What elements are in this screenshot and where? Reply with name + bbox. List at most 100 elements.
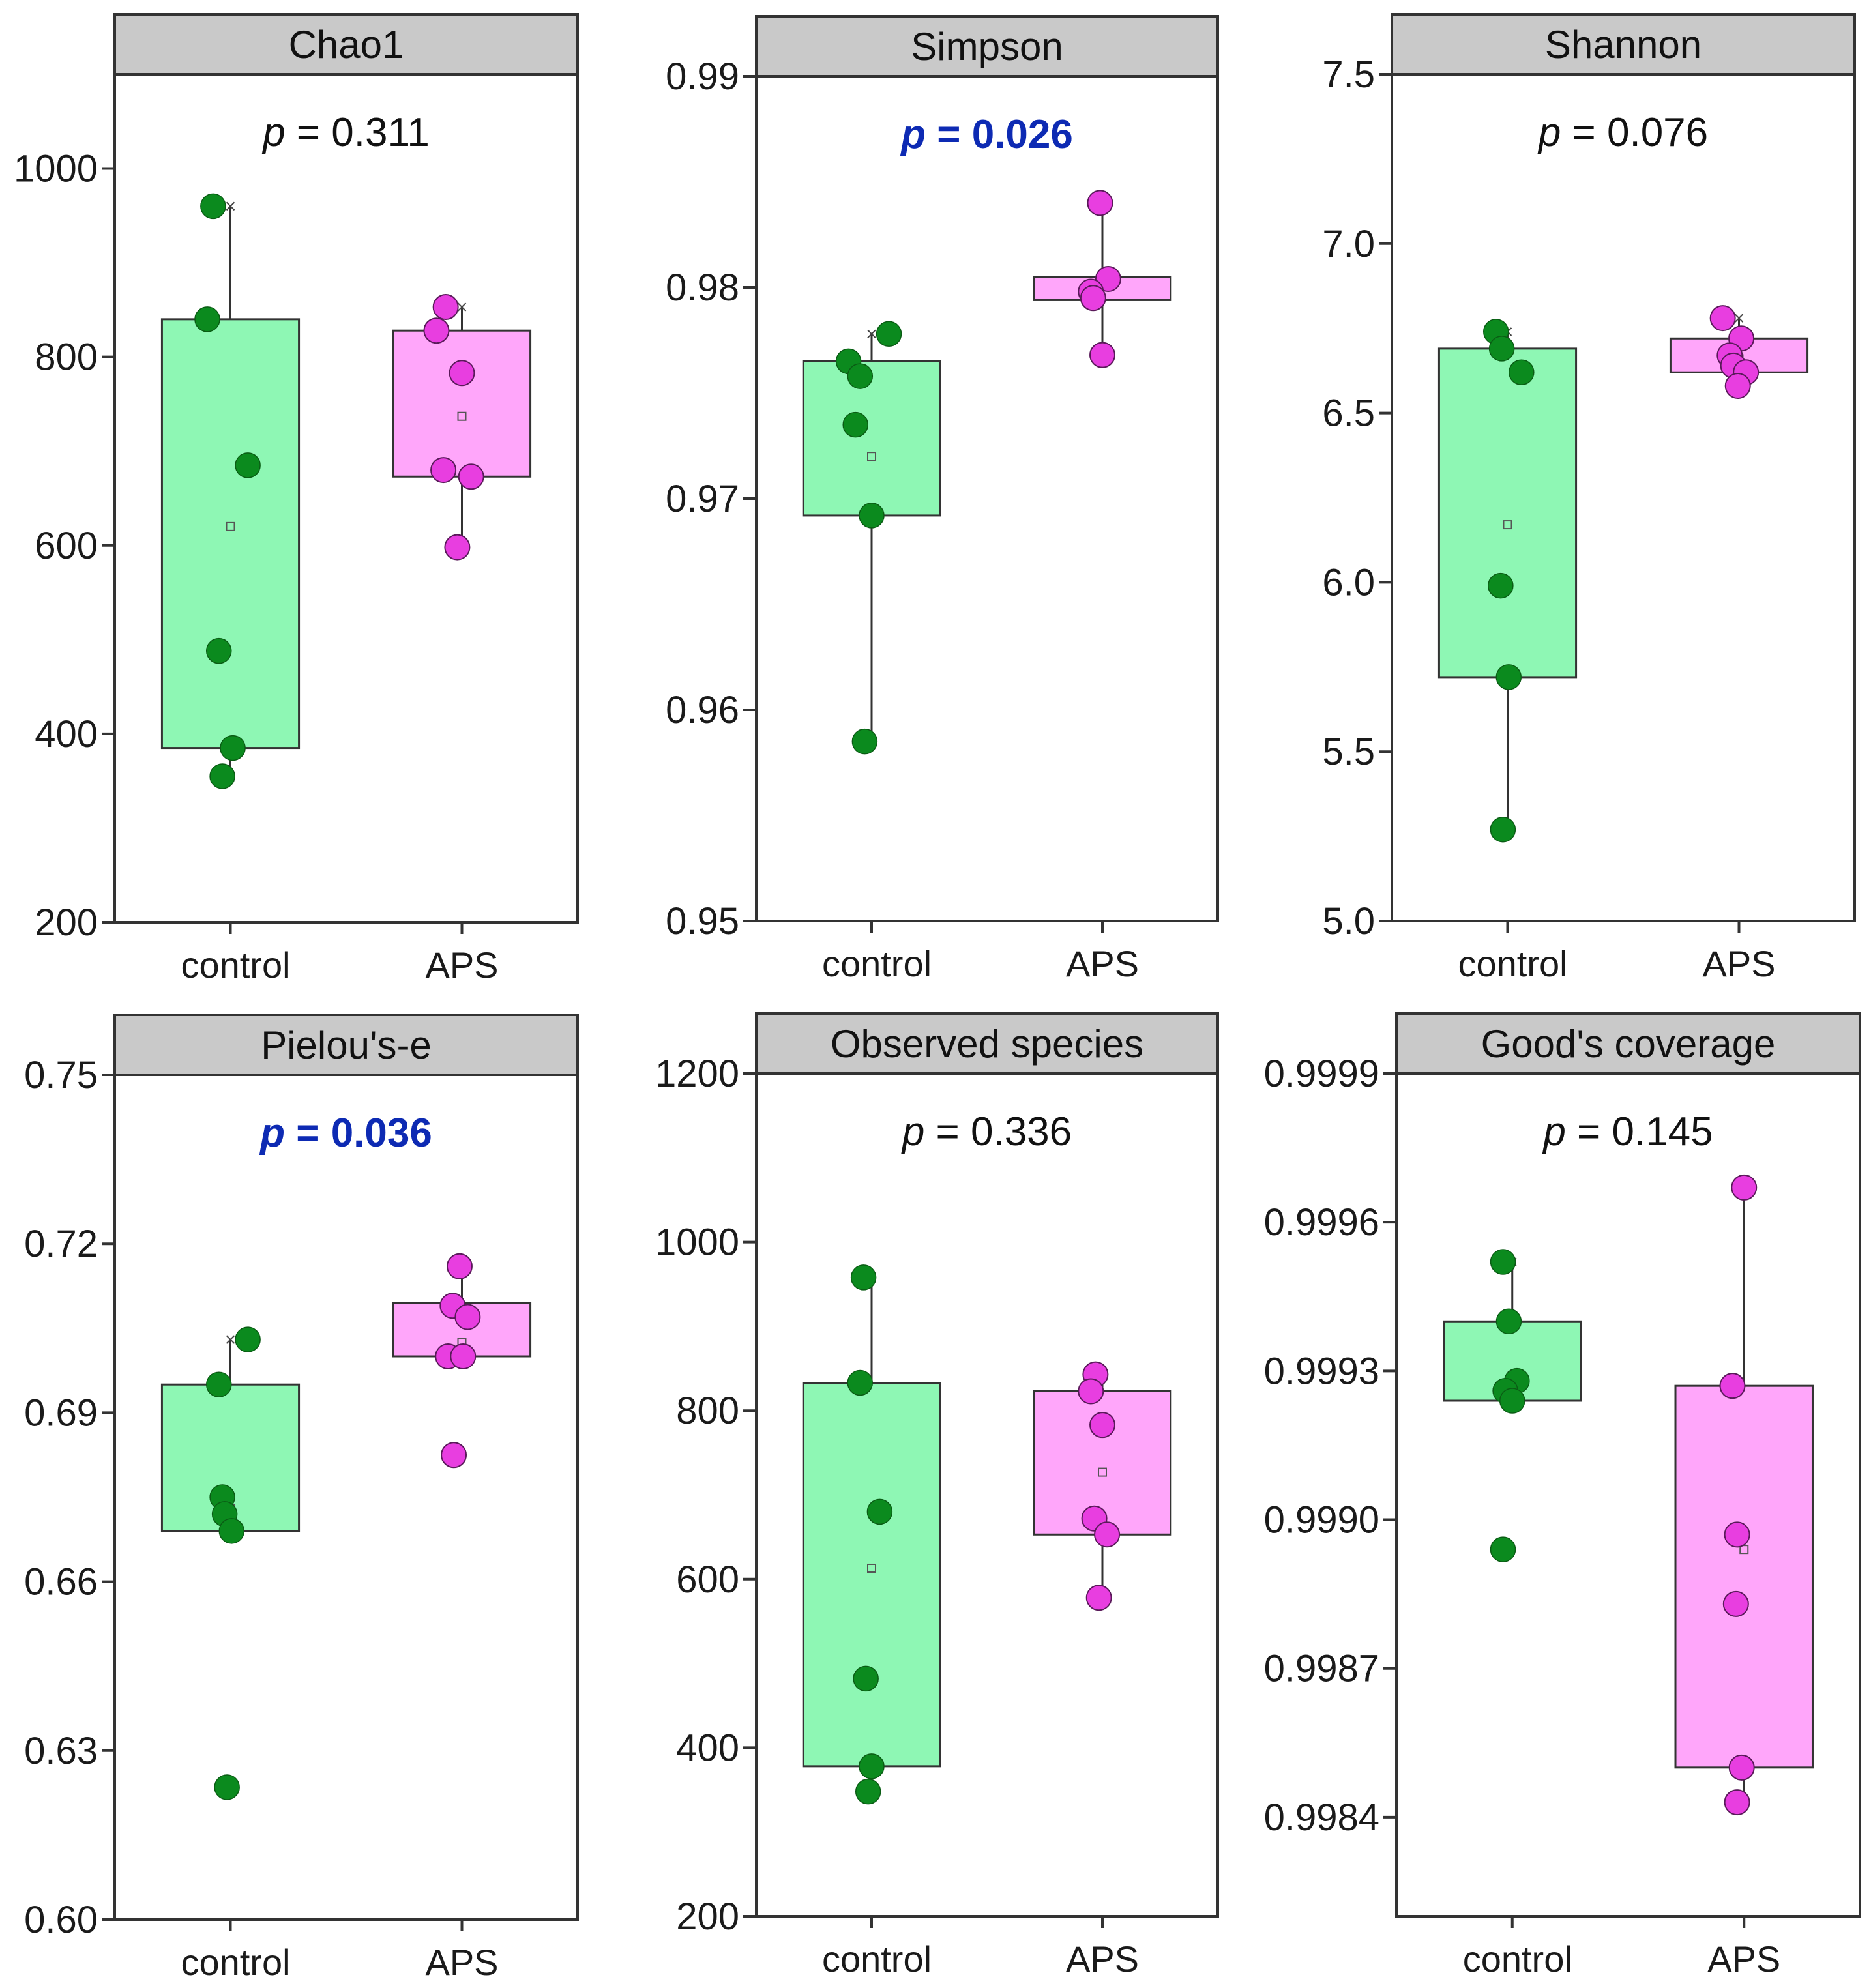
data-point-control [859, 503, 885, 529]
y-tick-label: 0.9987 [1264, 1648, 1379, 1690]
data-point-aps [1719, 1373, 1746, 1399]
data-point-aps [450, 1343, 477, 1369]
mean-marker-control [867, 452, 876, 461]
p-symbol: p [259, 1111, 285, 1156]
box-aps [392, 329, 532, 478]
data-point-aps [1724, 1521, 1750, 1548]
data-point-control [1509, 359, 1535, 385]
data-point-control [851, 728, 878, 755]
panel-title-bar [113, 1014, 579, 1076]
p-symbol: p [1542, 1109, 1565, 1154]
data-point-control [209, 763, 235, 789]
panel-shannon: Shannon p = 0.076 5.0 5.5 6.0 6.5 7.0 7.5 contro… [1322, 13, 1856, 984]
panel-title: Good's coverage [1481, 1022, 1776, 1066]
data-point-aps [1089, 342, 1115, 368]
panel-title: Chao1 [289, 23, 404, 66]
x-category-label-control: control [1463, 1938, 1572, 1980]
y-tick-label: 0.98 [666, 267, 739, 309]
p-value-text: = 0.336 [924, 1109, 1072, 1154]
y-tick-label: 1200 [655, 1053, 739, 1095]
data-point-control [847, 363, 874, 389]
data-point-control [235, 452, 261, 478]
data-point-aps [454, 1304, 481, 1330]
data-point-control [218, 1518, 245, 1544]
box-control [160, 318, 301, 750]
x-category-label-control: control [181, 1942, 290, 1983]
panel-chao1: Chao1 p = 0.311 200 400 600 800 1000 control APS [14, 13, 579, 986]
x-category-label-control: control [181, 944, 290, 986]
data-point-aps [1728, 1754, 1755, 1781]
x-category-label-control: control [1458, 943, 1567, 984]
box-control [1437, 347, 1578, 679]
p-symbol: p [901, 1109, 924, 1154]
p-value-label: p = 0.036 [259, 1111, 432, 1156]
box-aps [1674, 1384, 1814, 1769]
data-point-aps [1087, 190, 1113, 216]
panel-title: Pielou's-e [261, 1023, 432, 1067]
y-tick-label: 0.9996 [1264, 1201, 1379, 1244]
box-control [802, 360, 941, 517]
p-value-text: = 0.145 [1566, 1109, 1713, 1154]
data-point-control [1495, 1308, 1522, 1335]
mean-marker-control [226, 521, 235, 531]
x-category-label-control: control [822, 1938, 932, 1980]
panel-pielou: Pielou's-e p = 0.036 0.60 0.63 0.66 0.69 0.72 0… [24, 1014, 579, 1983]
y-tick-label: 0.69 [24, 1392, 98, 1434]
y-tick-label: 0.99 [666, 55, 739, 98]
p-value-label: p = 0.311 [261, 110, 430, 155]
data-point-control [206, 637, 232, 664]
data-point-aps [441, 1442, 467, 1469]
data-point-control [1490, 1536, 1516, 1562]
panel-title: Shannon [1545, 23, 1702, 66]
data-point-aps [1709, 305, 1736, 332]
panel-goods-coverage: Good's coverage p = 0.145 0.9984 0.9987 0.99… [1264, 1012, 1861, 1980]
data-point-aps [458, 463, 484, 490]
x-category-label-aps: APS [1707, 1938, 1780, 1980]
data-point-aps [430, 457, 457, 484]
y-tick-label: 0.60 [24, 1899, 98, 1941]
y-tick-label: 0.97 [666, 478, 739, 520]
whisker-max-marker-aps [457, 302, 467, 312]
p-value-label: p = 0.026 [900, 112, 1073, 157]
data-point-aps [446, 1253, 473, 1279]
p-symbol: p [1537, 110, 1561, 155]
y-tick-label: 5.5 [1322, 731, 1375, 773]
whisker-max-marker-aps [1734, 314, 1744, 323]
y-tick-label: 800 [35, 336, 98, 379]
y-tick-label: 0.95 [666, 900, 739, 943]
panel-simpson: Simpson p = 0.026 0.95 0.96 0.97 0.98 0.99 cont… [666, 15, 1219, 984]
y-tick-label: 1000 [14, 148, 98, 190]
mean-marker-control [1503, 520, 1512, 530]
y-tick-label: 200 [676, 1895, 739, 1938]
data-point-control [876, 321, 902, 347]
whisker-max-marker-control [226, 201, 235, 211]
data-point-aps [1724, 1789, 1750, 1816]
x-category-label-control: control [822, 943, 932, 984]
y-tick-label: 0.72 [24, 1223, 98, 1265]
box-control [802, 1382, 941, 1768]
data-point-aps [1085, 1585, 1112, 1611]
data-point-control [850, 1264, 877, 1291]
data-point-control [1499, 1388, 1525, 1414]
p-value-label: p = 0.145 [1542, 1109, 1713, 1154]
data-point-control [1488, 336, 1515, 362]
y-tick-label: 7.0 [1322, 223, 1375, 265]
p-value-label: p = 0.076 [1537, 110, 1708, 155]
data-point-aps [1724, 373, 1751, 400]
mean-marker-aps [457, 411, 467, 421]
y-tick-label: 0.63 [24, 1730, 98, 1772]
data-point-control [235, 1326, 261, 1352]
data-point-control [842, 411, 868, 438]
y-tick-label: 0.9999 [1264, 1053, 1379, 1095]
panel-title-bar [755, 15, 1219, 78]
data-point-control [847, 1369, 874, 1396]
y-tick-label: 0.66 [24, 1561, 98, 1603]
data-point-aps [1722, 1590, 1749, 1617]
data-point-control [1490, 1249, 1516, 1275]
data-point-aps [1089, 1412, 1115, 1439]
y-tick-label: 0.9993 [1264, 1350, 1379, 1392]
data-point-control [214, 1774, 240, 1800]
y-tick-label: 200 [35, 901, 98, 944]
x-category-label-aps: APS [1702, 943, 1775, 984]
data-point-aps [432, 294, 459, 321]
